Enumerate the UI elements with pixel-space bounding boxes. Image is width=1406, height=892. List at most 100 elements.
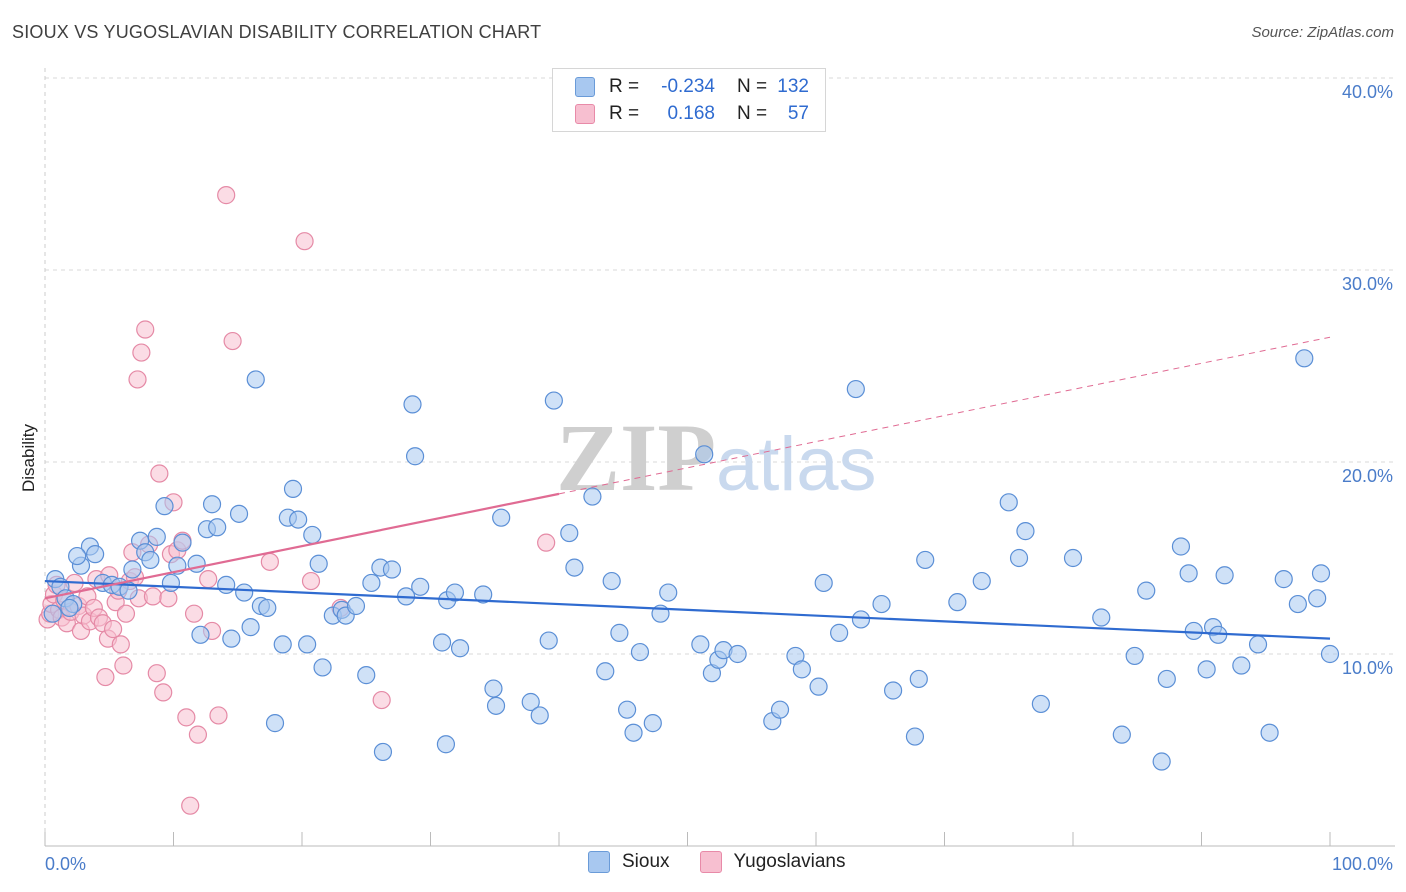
sioux-point — [235, 583, 254, 602]
yugoslavians-point — [143, 587, 163, 606]
sioux-point — [643, 714, 662, 733]
sioux-point — [303, 525, 322, 545]
sioux-point — [241, 618, 260, 637]
legend-n-value: 57 — [787, 103, 809, 124]
yugoslavians-point — [295, 232, 314, 251]
sioux-point — [602, 571, 621, 591]
sioux-point — [728, 644, 747, 664]
x-tick-label: 100.0% — [1332, 854, 1393, 874]
sioux-point — [492, 508, 511, 527]
axes — [44, 68, 1395, 847]
sioux-point — [883, 681, 903, 700]
sioux-point — [373, 742, 393, 762]
y-axis-label: Disability — [19, 423, 38, 492]
bottom-legend: Sioux Yugoslavians — [588, 851, 876, 873]
sioux-point — [445, 583, 465, 602]
sioux-point — [1016, 522, 1035, 541]
sioux-point — [1009, 548, 1029, 568]
yugoslavians-point — [111, 635, 130, 654]
sioux-point — [846, 379, 865, 399]
yugoslavians-point — [217, 186, 236, 205]
sioux-point — [265, 714, 285, 733]
sioux-point — [596, 662, 615, 681]
sioux-point — [202, 495, 222, 514]
sioux-point — [273, 635, 292, 654]
sioux-point — [43, 604, 62, 623]
sioux-point — [1179, 564, 1198, 583]
yugoslavians-point — [150, 464, 169, 483]
sioux-point — [173, 533, 192, 552]
sioux-point — [916, 550, 935, 570]
sioux-point — [289, 510, 308, 529]
legend-n-label: N = — [737, 103, 768, 124]
sioux-point — [362, 573, 381, 593]
legend-r-label: R = — [609, 103, 640, 124]
yugoslavians-point — [301, 571, 321, 591]
bottom-legend-sioux-label: Sioux — [622, 851, 670, 872]
sioux-point — [909, 669, 928, 689]
watermark-atlas: atlas — [716, 422, 877, 507]
yugoslavians-point — [199, 570, 218, 589]
sioux-point — [474, 585, 493, 604]
sioux-point — [1171, 537, 1191, 556]
sioux-point — [1295, 349, 1314, 368]
sioux-point — [229, 504, 249, 523]
sioux-point — [618, 700, 637, 719]
sioux-points — [43, 349, 1340, 771]
sioux-point — [1311, 564, 1331, 583]
y-tick-label: 20.0% — [1342, 466, 1393, 486]
sioux-point — [695, 445, 714, 464]
sioux-trend-line — [44, 579, 1331, 640]
sioux-point — [432, 633, 452, 652]
yugoslavians-trend-line — [44, 492, 560, 600]
sioux-point — [1137, 581, 1156, 600]
chart-title: SIOUX VS YUGOSLAVIAN DISABILITY CORRELAT… — [12, 22, 542, 42]
sioux-point — [191, 625, 210, 644]
sioux-point — [298, 635, 317, 654]
legend-r-value: -0.234 — [661, 76, 715, 97]
sioux-point — [521, 692, 540, 712]
bottom-legend-yugoslavians-label: Yugoslavians — [733, 851, 846, 872]
sioux-point — [411, 577, 430, 596]
sioux-point — [1232, 656, 1251, 675]
sioux-point — [1274, 570, 1293, 589]
sioux-point — [357, 666, 376, 685]
yugoslavians-point — [177, 708, 196, 727]
yugoslavians-point — [136, 320, 155, 339]
yugoslavians-point — [114, 656, 133, 675]
yugoslavians-point — [372, 690, 391, 710]
sioux-point — [484, 679, 503, 698]
legend: R = -0.234 N = 132 R = 0.168 N = 57 — [552, 68, 826, 132]
sioux-point — [830, 623, 849, 642]
sioux-point — [1157, 669, 1176, 689]
sioux-point — [948, 593, 967, 612]
sioux-point — [530, 706, 549, 725]
sioux-point — [1125, 646, 1144, 666]
sioux-point — [403, 395, 422, 414]
yugoslavians-points — [38, 186, 556, 815]
sioux-point — [161, 573, 181, 593]
sioux-point — [68, 546, 87, 566]
sioux-point — [539, 631, 558, 650]
sioux-point — [486, 696, 506, 715]
yugoslavians-point — [159, 589, 178, 608]
yugoslavians-point — [147, 664, 166, 683]
sioux-point — [565, 558, 584, 577]
sioux-point — [141, 550, 160, 570]
sioux-point — [1152, 752, 1171, 771]
yugoslavians-point — [104, 619, 123, 639]
sioux-point — [208, 518, 227, 537]
legend-r-value: 0.168 — [667, 103, 715, 124]
sioux-point — [246, 370, 265, 389]
sioux-point — [1260, 723, 1279, 742]
sioux-point — [1320, 644, 1340, 664]
yugoslavians-point — [184, 604, 204, 623]
sioux-point — [258, 598, 277, 618]
sioux-point — [60, 598, 79, 618]
sioux-point — [630, 642, 650, 662]
sioux-point — [1092, 608, 1111, 627]
sioux-point — [147, 527, 166, 546]
sioux-point — [872, 594, 891, 614]
yugoslavians-point — [537, 533, 556, 552]
